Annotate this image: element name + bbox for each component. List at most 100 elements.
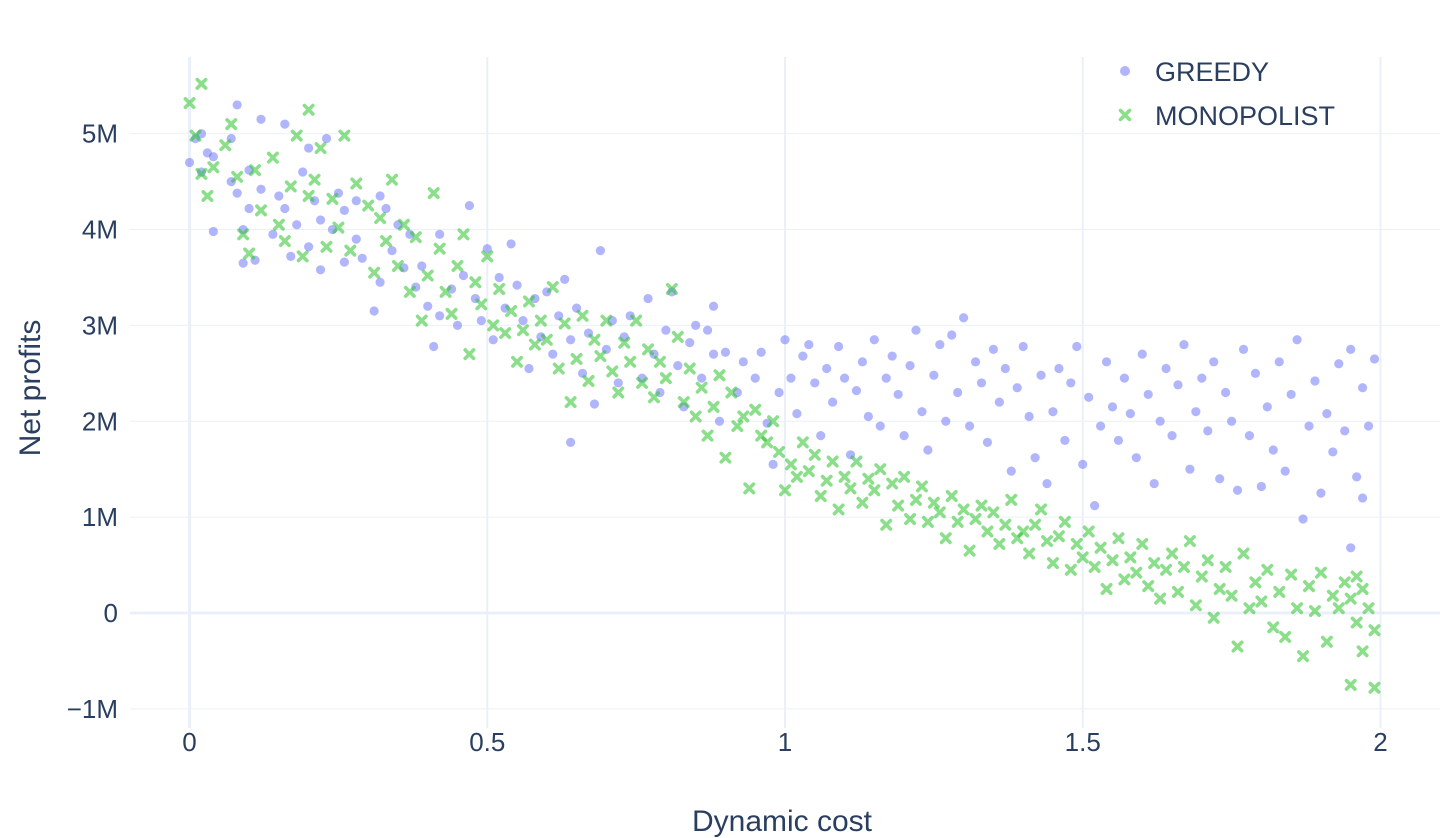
monopolist-point	[1148, 557, 1161, 570]
greedy-point	[1352, 472, 1362, 482]
monopolist-point	[1303, 580, 1315, 593]
greedy-point	[321, 133, 332, 144]
monopolist-point	[761, 436, 774, 449]
monopolist-point	[665, 282, 678, 295]
monopolist-point	[493, 282, 506, 295]
greedy-point	[1203, 426, 1213, 436]
monopolist-point	[784, 458, 797, 471]
greedy-point	[1346, 344, 1356, 354]
greedy-point	[244, 203, 254, 214]
monopolist-point	[517, 324, 529, 337]
monopolist-point	[284, 180, 297, 193]
greedy-point	[1155, 416, 1165, 426]
monopolist-point	[689, 410, 702, 423]
monopolist-point	[1297, 650, 1310, 663]
greedy-point	[339, 205, 349, 215]
legend-item-greedy[interactable]: GREEDY	[1120, 57, 1269, 87]
monopolist-point	[332, 221, 345, 234]
greedy-point	[887, 351, 897, 361]
monopolist-point	[808, 448, 821, 461]
monopolist-point	[802, 465, 815, 478]
monopolist-point	[927, 496, 940, 509]
greedy-point	[232, 188, 242, 198]
greedy-point	[714, 416, 725, 426]
greedy-point	[857, 357, 868, 367]
series-greedy	[184, 100, 1380, 553]
x-tick-label: 0.5	[469, 727, 505, 757]
greedy-point	[357, 253, 367, 263]
legend-marker-monopolist	[1118, 108, 1132, 122]
greedy-point	[1090, 501, 1100, 511]
greedy-point	[494, 272, 504, 283]
greedy-point	[304, 143, 314, 153]
greedy-point	[1095, 421, 1106, 431]
greedy-point	[929, 370, 939, 380]
greedy-point	[1250, 368, 1261, 378]
greedy-point	[691, 320, 701, 330]
greedy-point	[1274, 357, 1284, 367]
monopolist-point	[505, 305, 518, 318]
greedy-point	[208, 226, 218, 237]
greedy-point	[1030, 453, 1040, 463]
monopolist-point	[886, 477, 899, 490]
monopolist-point	[653, 355, 666, 368]
greedy-point	[423, 301, 433, 311]
monopolist-point	[1344, 592, 1357, 605]
greedy-point	[833, 341, 844, 352]
y-tick-label: 0	[104, 598, 118, 628]
greedy-point	[756, 347, 766, 357]
monopolist-point	[237, 228, 250, 241]
monopolist-point	[618, 336, 631, 349]
greedy-point	[375, 191, 385, 201]
greedy-point	[964, 421, 975, 431]
greedy-point	[1084, 392, 1094, 402]
greedy-point	[369, 306, 379, 316]
greedy-point	[435, 229, 445, 239]
monopolist-point	[1064, 563, 1077, 576]
greedy-point	[1101, 357, 1112, 367]
legend-item-monopolist[interactable]: MONOPOLIST	[1118, 101, 1336, 131]
monopolist-point	[380, 235, 393, 248]
monopolist-point	[910, 493, 922, 506]
greedy-point	[1066, 378, 1076, 388]
monopolist-point	[469, 276, 482, 289]
greedy-point	[518, 316, 528, 326]
monopolist-point	[195, 167, 208, 180]
legend[interactable]: GREEDY MONOPOLIST	[1118, 57, 1336, 131]
greedy-point	[953, 387, 963, 398]
monopolist-point	[832, 503, 845, 516]
greedy-point	[351, 234, 361, 244]
monopolist-point	[1368, 681, 1381, 694]
monopolist-point	[1177, 560, 1190, 573]
monopolist-point	[790, 470, 803, 483]
monopolist-point	[1243, 602, 1256, 615]
monopolist-point	[463, 348, 476, 361]
greedy-point	[589, 399, 600, 409]
monopolist-point	[255, 204, 267, 217]
greedy-point	[476, 316, 486, 326]
monopolist-point	[648, 391, 660, 404]
monopolist-point	[582, 374, 595, 387]
monopolist-point	[1154, 592, 1167, 605]
monopolist-point	[326, 192, 339, 205]
greedy-point	[256, 184, 266, 194]
monopolist-point	[1201, 554, 1214, 567]
greedy-point	[947, 330, 957, 340]
monopolist-point	[725, 386, 738, 399]
monopolist-point	[249, 164, 262, 177]
greedy-point	[1328, 447, 1338, 457]
monopolist-point	[362, 199, 375, 212]
monopolist-point	[933, 506, 946, 519]
monopolist-point	[1207, 611, 1220, 624]
greedy-point	[1221, 387, 1231, 398]
greedy-point	[1143, 389, 1153, 400]
monopolist-point	[838, 470, 851, 483]
monopolist-point	[386, 173, 398, 186]
monopolist-point	[826, 455, 839, 468]
x-tick-label: 1	[778, 727, 792, 757]
monopolist-point	[624, 355, 637, 368]
greedy-point	[1125, 408, 1135, 419]
monopolist-point	[403, 285, 416, 298]
monopolist-point	[874, 463, 887, 476]
monopolist-point	[856, 496, 869, 509]
